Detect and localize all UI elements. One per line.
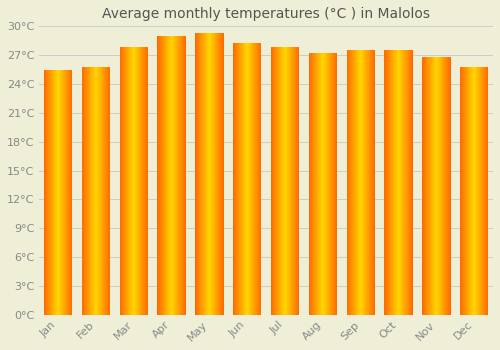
Title: Average monthly temperatures (°C ) in Malolos: Average monthly temperatures (°C ) in Ma… bbox=[102, 7, 430, 21]
